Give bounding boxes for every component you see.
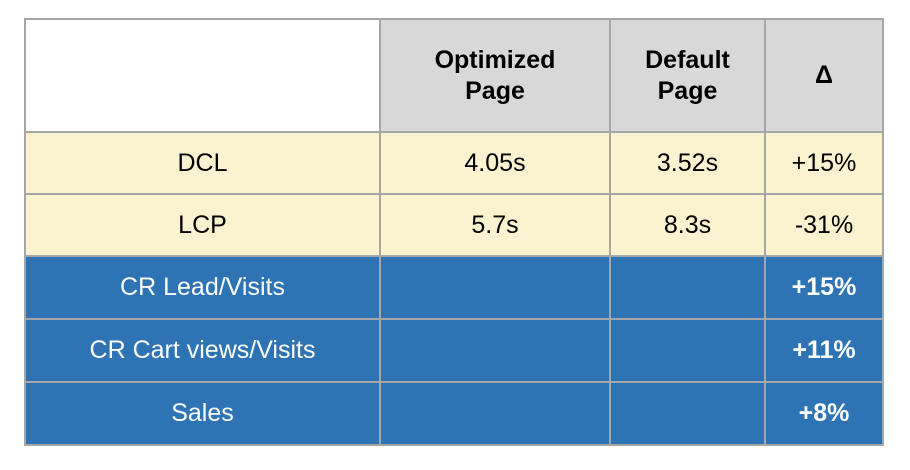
cr-cart-views-visits-delta-value: +11%: [764, 318, 884, 383]
row-label-lcp: LCP: [24, 193, 381, 257]
column-header-delta: Δ: [764, 18, 884, 133]
sales-delta-value: +8%: [764, 381, 884, 446]
column-header-default-page: Default Page: [609, 18, 766, 133]
table-row-cr-lead-visits: CR Lead/Visits +15%: [24, 255, 884, 320]
cr-lead-visits-delta-value: +15%: [764, 255, 884, 320]
table-row-dcl: DCL 4.05s 3.52s +15%: [24, 131, 884, 195]
dcl-optimized-value: 4.05s: [379, 131, 611, 195]
lcp-delta-value: -31%: [764, 193, 884, 257]
cr-cart-views-visits-default-value: [609, 318, 766, 383]
table-header-row: Optimized Page Default Page Δ: [24, 18, 884, 133]
sales-default-value: [609, 381, 766, 446]
row-label-cr-cart-views-visits: CR Cart views/Visits: [24, 318, 381, 383]
lcp-optimized-value: 5.7s: [379, 193, 611, 257]
dcl-default-value: 3.52s: [609, 131, 766, 195]
cr-lead-visits-optimized-value: [379, 255, 611, 320]
row-label-sales: Sales: [24, 381, 381, 446]
table-row-lcp: LCP 5.7s 8.3s -31%: [24, 193, 884, 257]
corner-cell: [24, 18, 381, 133]
table-row-cr-cart-views-visits: CR Cart views/Visits +11%: [24, 318, 884, 383]
metrics-comparison-table: Optimized Page Default Page Δ DCL 4.05s …: [24, 18, 884, 446]
sales-optimized-value: [379, 381, 611, 446]
dcl-delta-value: +15%: [764, 131, 884, 195]
table-row-sales: Sales +8%: [24, 381, 884, 446]
cr-cart-views-visits-optimized-value: [379, 318, 611, 383]
row-label-dcl: DCL: [24, 131, 381, 195]
lcp-default-value: 8.3s: [609, 193, 766, 257]
row-label-cr-lead-visits: CR Lead/Visits: [24, 255, 381, 320]
cr-lead-visits-default-value: [609, 255, 766, 320]
column-header-optimized-page: Optimized Page: [379, 18, 611, 133]
